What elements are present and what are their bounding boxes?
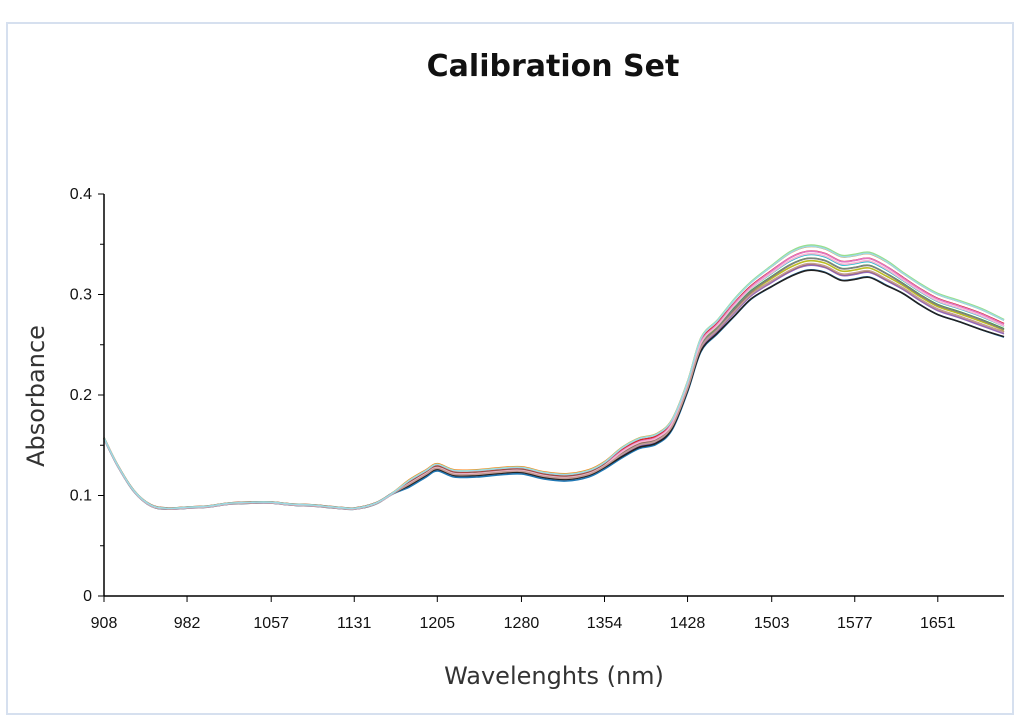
x-tick-label: 1503 <box>754 615 790 632</box>
chart-frame: Calibration Set 0 0.1 0.2 0.3 0.4 908 982 1057… <box>6 22 1014 715</box>
spectrum-line-sample-14 <box>103 262 1005 510</box>
x-tick-label: 1057 <box>253 615 289 632</box>
y-axis-ticks: 0 0.1 0.2 0.3 0.4 <box>70 186 104 605</box>
chart: Calibration Set 0 0.1 0.2 0.3 0.4 908 982 1057… <box>22 49 1005 690</box>
spectrum-line-sample-4 <box>103 245 1005 509</box>
spectrum-line-sample-2 <box>103 250 1005 510</box>
y-tick-label: 0.3 <box>70 287 92 304</box>
spectrum-line-sample-9 <box>103 263 1005 509</box>
spectra-series <box>103 244 1005 511</box>
spectrum-line-sample-13 <box>103 252 1005 510</box>
spectrum-line-sample-7 <box>103 259 1005 510</box>
spectrum-line-sample-12 <box>103 244 1005 510</box>
spectrum-line-sample-8 <box>103 250 1005 510</box>
x-tick-label: 1428 <box>670 615 706 632</box>
x-tick-label: 1280 <box>504 615 540 632</box>
x-tick-label: 1577 <box>837 615 873 632</box>
x-axis-ticks: 908 982 1057 1131 1205 1280 1354 1428 1503 1577 16… <box>91 596 956 632</box>
y-tick-label: 0.4 <box>70 186 92 203</box>
y-tick-label: 0.1 <box>70 488 92 505</box>
x-tick-label: 982 <box>174 615 201 632</box>
spectrum-line-sample-15 <box>103 245 1005 510</box>
x-tick-label: 1131 <box>337 615 372 632</box>
spectrum-line-sample-10 <box>103 257 1005 511</box>
x-tick-label: 1354 <box>587 615 623 632</box>
x-axis-label: Wavelenghts (nm) <box>444 662 664 690</box>
spectrum-line-sample-6 <box>103 253 1005 510</box>
y-axis-label: Absorbance <box>22 325 50 467</box>
y-tick-label: 0 <box>83 588 92 605</box>
chart-title: Calibration Set <box>427 49 680 84</box>
y-tick-label: 0.2 <box>70 387 92 404</box>
x-tick-label: 908 <box>91 615 118 632</box>
x-tick-label: 1205 <box>419 615 455 632</box>
x-tick-label: 1651 <box>920 615 956 632</box>
spectrum-line-sample-1 <box>103 257 1005 510</box>
